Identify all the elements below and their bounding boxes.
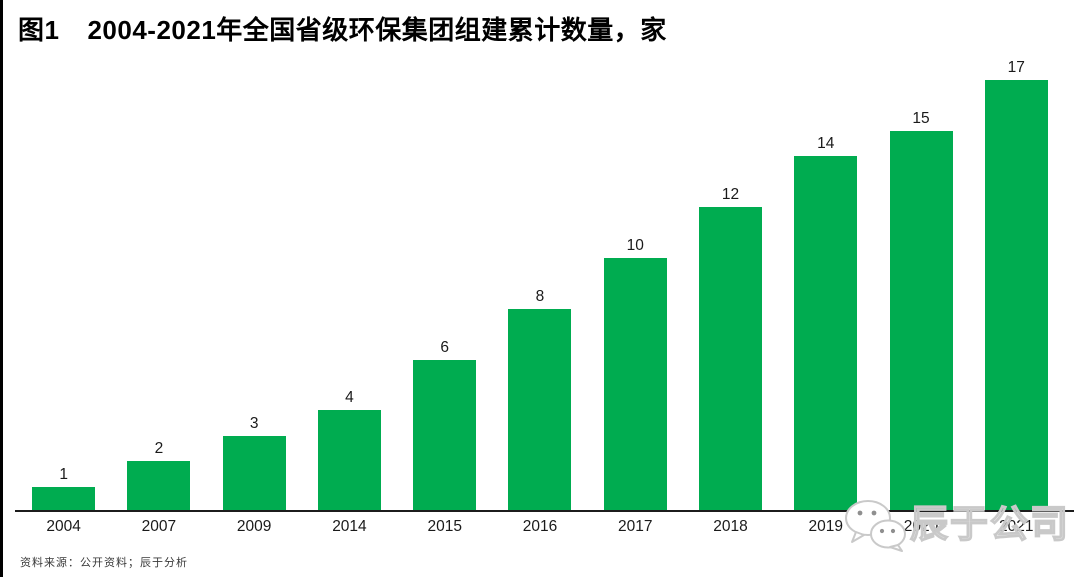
bar-group-2019: 14 (778, 134, 873, 512)
bar (794, 156, 858, 512)
bar-group-2018: 12 (683, 185, 778, 512)
x-axis-tick-label: 2017 (617, 518, 653, 535)
bar-value-label: 17 (1007, 58, 1025, 76)
bar-value-label: 10 (626, 236, 644, 254)
bar-group-2014: 4 (302, 388, 397, 512)
bar-group-2020: 15 (873, 109, 968, 512)
bar (127, 461, 191, 512)
bar-value-label: 2 (154, 439, 164, 457)
bar-group-2016: 8 (492, 287, 587, 512)
bar-group-2017: 10 (588, 236, 683, 512)
x-axis-tick-label: 2020 (903, 518, 939, 535)
x-axis-tick-label: 2014 (332, 518, 367, 535)
x-axis-tick-label: 2019 (808, 518, 843, 535)
x-axis-line (15, 510, 1074, 512)
bar-value-label: 12 (721, 185, 740, 203)
x-axis-tick-label: 2007 (141, 518, 177, 535)
bar-value-label: 8 (535, 287, 545, 305)
x-axis-tick-label: 2009 (236, 518, 272, 535)
x-axis-labels: 2004 2007 2009 2014 2015 2016 2017 2018 2019 2020… (16, 518, 1064, 536)
bar-group-2015: 6 (397, 338, 492, 512)
x-axis-tick-label: 2004 (46, 518, 81, 535)
bar (889, 131, 953, 512)
bar-series: 1 2 3 4 6 8 10 12 14 15 17 (16, 59, 1064, 512)
bar-value-label: 1 (59, 465, 68, 483)
bar (413, 360, 477, 512)
bar-group-2004: 1 (16, 465, 111, 512)
bar (984, 80, 1048, 512)
x-axis-tick-label: 2015 (427, 518, 462, 535)
x-axis-tick-label: 2016 (522, 518, 558, 535)
chart-title: 图1 2004-2021年全国省级环保集团组建累计数量，家 (18, 10, 667, 47)
bar (317, 410, 381, 512)
bar-value-label: 6 (440, 338, 449, 356)
source-note: 资料来源：公开资料；辰于分析 (20, 556, 188, 569)
bar-group-2009: 3 (207, 414, 302, 512)
bar (32, 487, 96, 512)
bar-value-label: 14 (817, 134, 835, 152)
bar-value-label: 3 (249, 414, 259, 432)
x-axis-tick-label: 2021 (999, 518, 1034, 535)
bar-group-2007: 2 (111, 439, 206, 512)
figure-number-label: 图1 (18, 15, 60, 45)
bar (698, 207, 762, 512)
bar (222, 436, 286, 512)
x-axis-tick-label: 2018 (713, 518, 748, 535)
bar-group-2021: 17 (969, 58, 1064, 512)
bar-value-label: 4 (345, 388, 354, 406)
chart-title-text: 2004-2021年全国省级环保集团组建累计数量，家 (87, 15, 667, 45)
bar-value-label: 15 (912, 109, 930, 127)
bar (508, 309, 572, 512)
bar (603, 258, 667, 512)
